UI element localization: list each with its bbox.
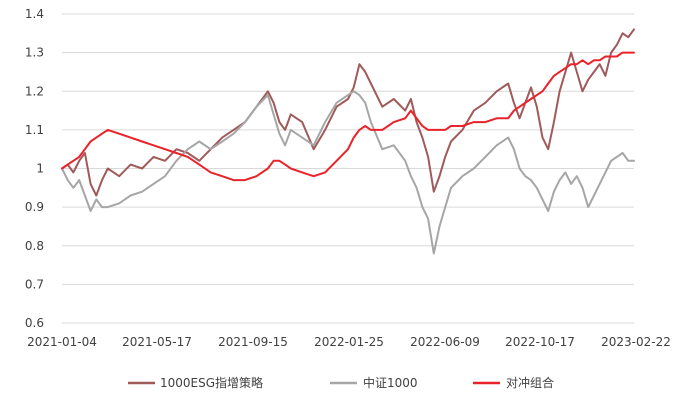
- legend-label: 中证1000: [363, 375, 418, 390]
- legend-label: 对冲组合: [506, 375, 554, 390]
- series-line-0: [61, 28, 635, 197]
- x-tick-label: 2021-01-04: [27, 335, 97, 349]
- series-lines: [61, 28, 635, 255]
- y-tick-label: 0.8: [25, 239, 44, 253]
- y-tick-label: 0.6: [25, 316, 44, 330]
- x-tick-label: 2022-06-09: [410, 335, 480, 349]
- y-tick-label: 0.7: [25, 277, 44, 291]
- y-tick-label: 1.3: [25, 46, 44, 60]
- y-tick-label: 1.1: [25, 123, 44, 137]
- y-axis-ticks: 0.6 0.7 0.8 0.9 1 1.1 1.2 1.3 1.4: [25, 7, 44, 330]
- y-tick-label: 1.4: [25, 7, 44, 21]
- x-axis-ticks: 2021-01-04 2021-05-17 2021-09-15 2022-01-25…: [27, 335, 671, 349]
- series-line-2: [61, 51, 635, 182]
- y-tick-label: 0.9: [25, 200, 44, 214]
- x-tick-label: 2021-05-17: [122, 335, 192, 349]
- legend: 1000ESG指增策略 中证1000 对冲组合: [128, 375, 554, 390]
- series-line-1: [61, 90, 635, 255]
- x-tick-label: 2022-10-17: [505, 335, 575, 349]
- y-tick-label: 1: [36, 162, 44, 176]
- x-tick-label: 2021-09-15: [218, 335, 288, 349]
- x-tick-label: 2023-02-22: [601, 335, 671, 349]
- gridlines: [62, 13, 634, 324]
- y-tick-label: 1.2: [25, 84, 44, 98]
- x-tick-label: 2022-01-25: [314, 335, 384, 349]
- legend-label: 1000ESG指增策略: [160, 375, 263, 390]
